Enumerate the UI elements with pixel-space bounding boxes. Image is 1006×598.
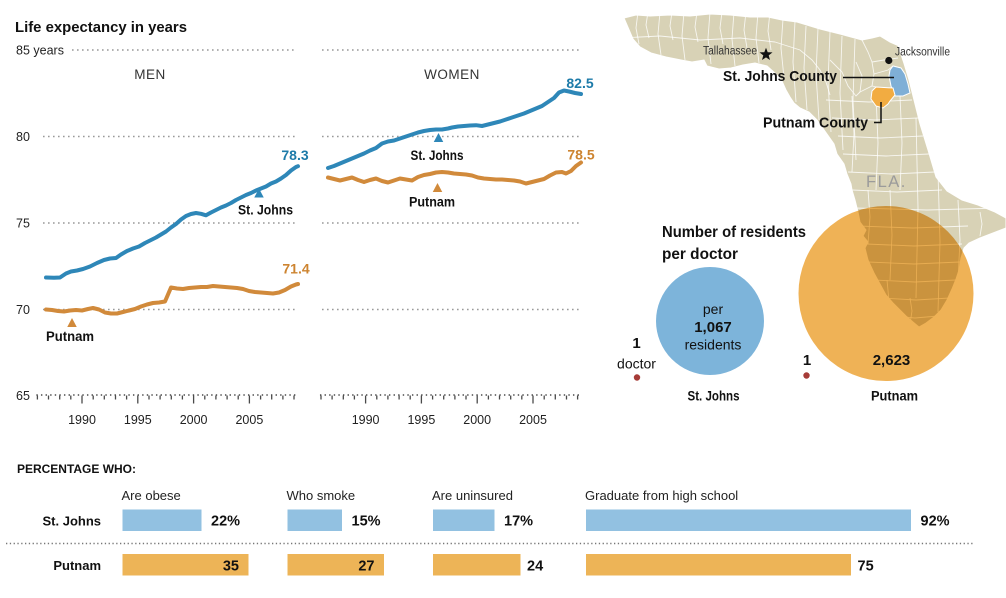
svg-text:15%: 15% xyxy=(352,514,381,530)
svg-text:2005: 2005 xyxy=(235,413,263,427)
svg-text:1: 1 xyxy=(632,335,640,352)
svg-text:St. Johns: St. Johns xyxy=(42,514,101,529)
svg-text:doctor: doctor xyxy=(617,356,656,372)
svg-text:St. Johns County: St. Johns County xyxy=(723,68,838,85)
svg-text:75: 75 xyxy=(858,559,874,575)
svg-text:75: 75 xyxy=(16,217,30,231)
svg-text:Who smoke: Who smoke xyxy=(287,488,356,503)
svg-text:Are uninsured: Are uninsured xyxy=(432,488,513,503)
svg-text:Putnam: Putnam xyxy=(409,195,455,210)
svg-text:Are obese: Are obese xyxy=(122,488,181,503)
svg-text:per: per xyxy=(703,301,724,317)
svg-text:2005: 2005 xyxy=(519,413,547,427)
svg-text:1995: 1995 xyxy=(124,413,152,427)
svg-text:Putnam: Putnam xyxy=(871,389,918,404)
svg-text:Jacksonville: Jacksonville xyxy=(895,47,950,59)
svg-text:78.3: 78.3 xyxy=(281,147,308,163)
svg-text:2,623: 2,623 xyxy=(873,352,911,369)
svg-text:70: 70 xyxy=(16,303,30,317)
svg-text:WOMEN: WOMEN xyxy=(424,67,480,82)
svg-text:Graduate from high school: Graduate from high school xyxy=(585,488,738,503)
svg-text:Putnam: Putnam xyxy=(46,329,94,344)
svg-text:71.4: 71.4 xyxy=(282,261,309,277)
svg-text:Life expectancy in years: Life expectancy in years xyxy=(15,19,187,36)
svg-text:65: 65 xyxy=(16,389,30,403)
svg-text:2000: 2000 xyxy=(180,413,208,427)
svg-text:24: 24 xyxy=(527,559,543,575)
svg-text:1: 1 xyxy=(803,352,811,369)
svg-text:78.5: 78.5 xyxy=(567,147,594,163)
svg-text:residents: residents xyxy=(685,337,742,353)
svg-text:Putnam County: Putnam County xyxy=(763,115,869,132)
svg-text:1995: 1995 xyxy=(407,413,435,427)
svg-text:St. Johns: St. Johns xyxy=(238,203,293,218)
svg-text:St. Johns: St. Johns xyxy=(688,389,740,404)
svg-text:St. Johns: St. Johns xyxy=(411,148,464,163)
svg-text:Putnam: Putnam xyxy=(53,558,101,573)
svg-text:MEN: MEN xyxy=(134,67,166,82)
svg-text:82.5: 82.5 xyxy=(566,75,593,91)
svg-text:Tallahassee: Tallahassee xyxy=(703,46,757,58)
svg-text:1990: 1990 xyxy=(352,413,380,427)
svg-text:FLA.: FLA. xyxy=(866,173,907,191)
svg-text:80: 80 xyxy=(16,130,30,144)
svg-text:Number of residents: Number of residents xyxy=(662,224,806,241)
svg-text:27: 27 xyxy=(358,559,374,575)
svg-text:1990: 1990 xyxy=(68,413,96,427)
svg-text:per doctor: per doctor xyxy=(662,246,738,263)
svg-text:22%: 22% xyxy=(211,514,240,530)
svg-text:35: 35 xyxy=(223,559,239,575)
svg-text:17%: 17% xyxy=(504,514,533,530)
svg-text:92%: 92% xyxy=(921,514,950,530)
svg-text:85 years: 85 years xyxy=(16,44,64,58)
svg-text:1,067: 1,067 xyxy=(694,319,732,336)
svg-text:2000: 2000 xyxy=(463,413,491,427)
svg-text:PERCENTAGE WHO:: PERCENTAGE WHO: xyxy=(17,462,136,476)
